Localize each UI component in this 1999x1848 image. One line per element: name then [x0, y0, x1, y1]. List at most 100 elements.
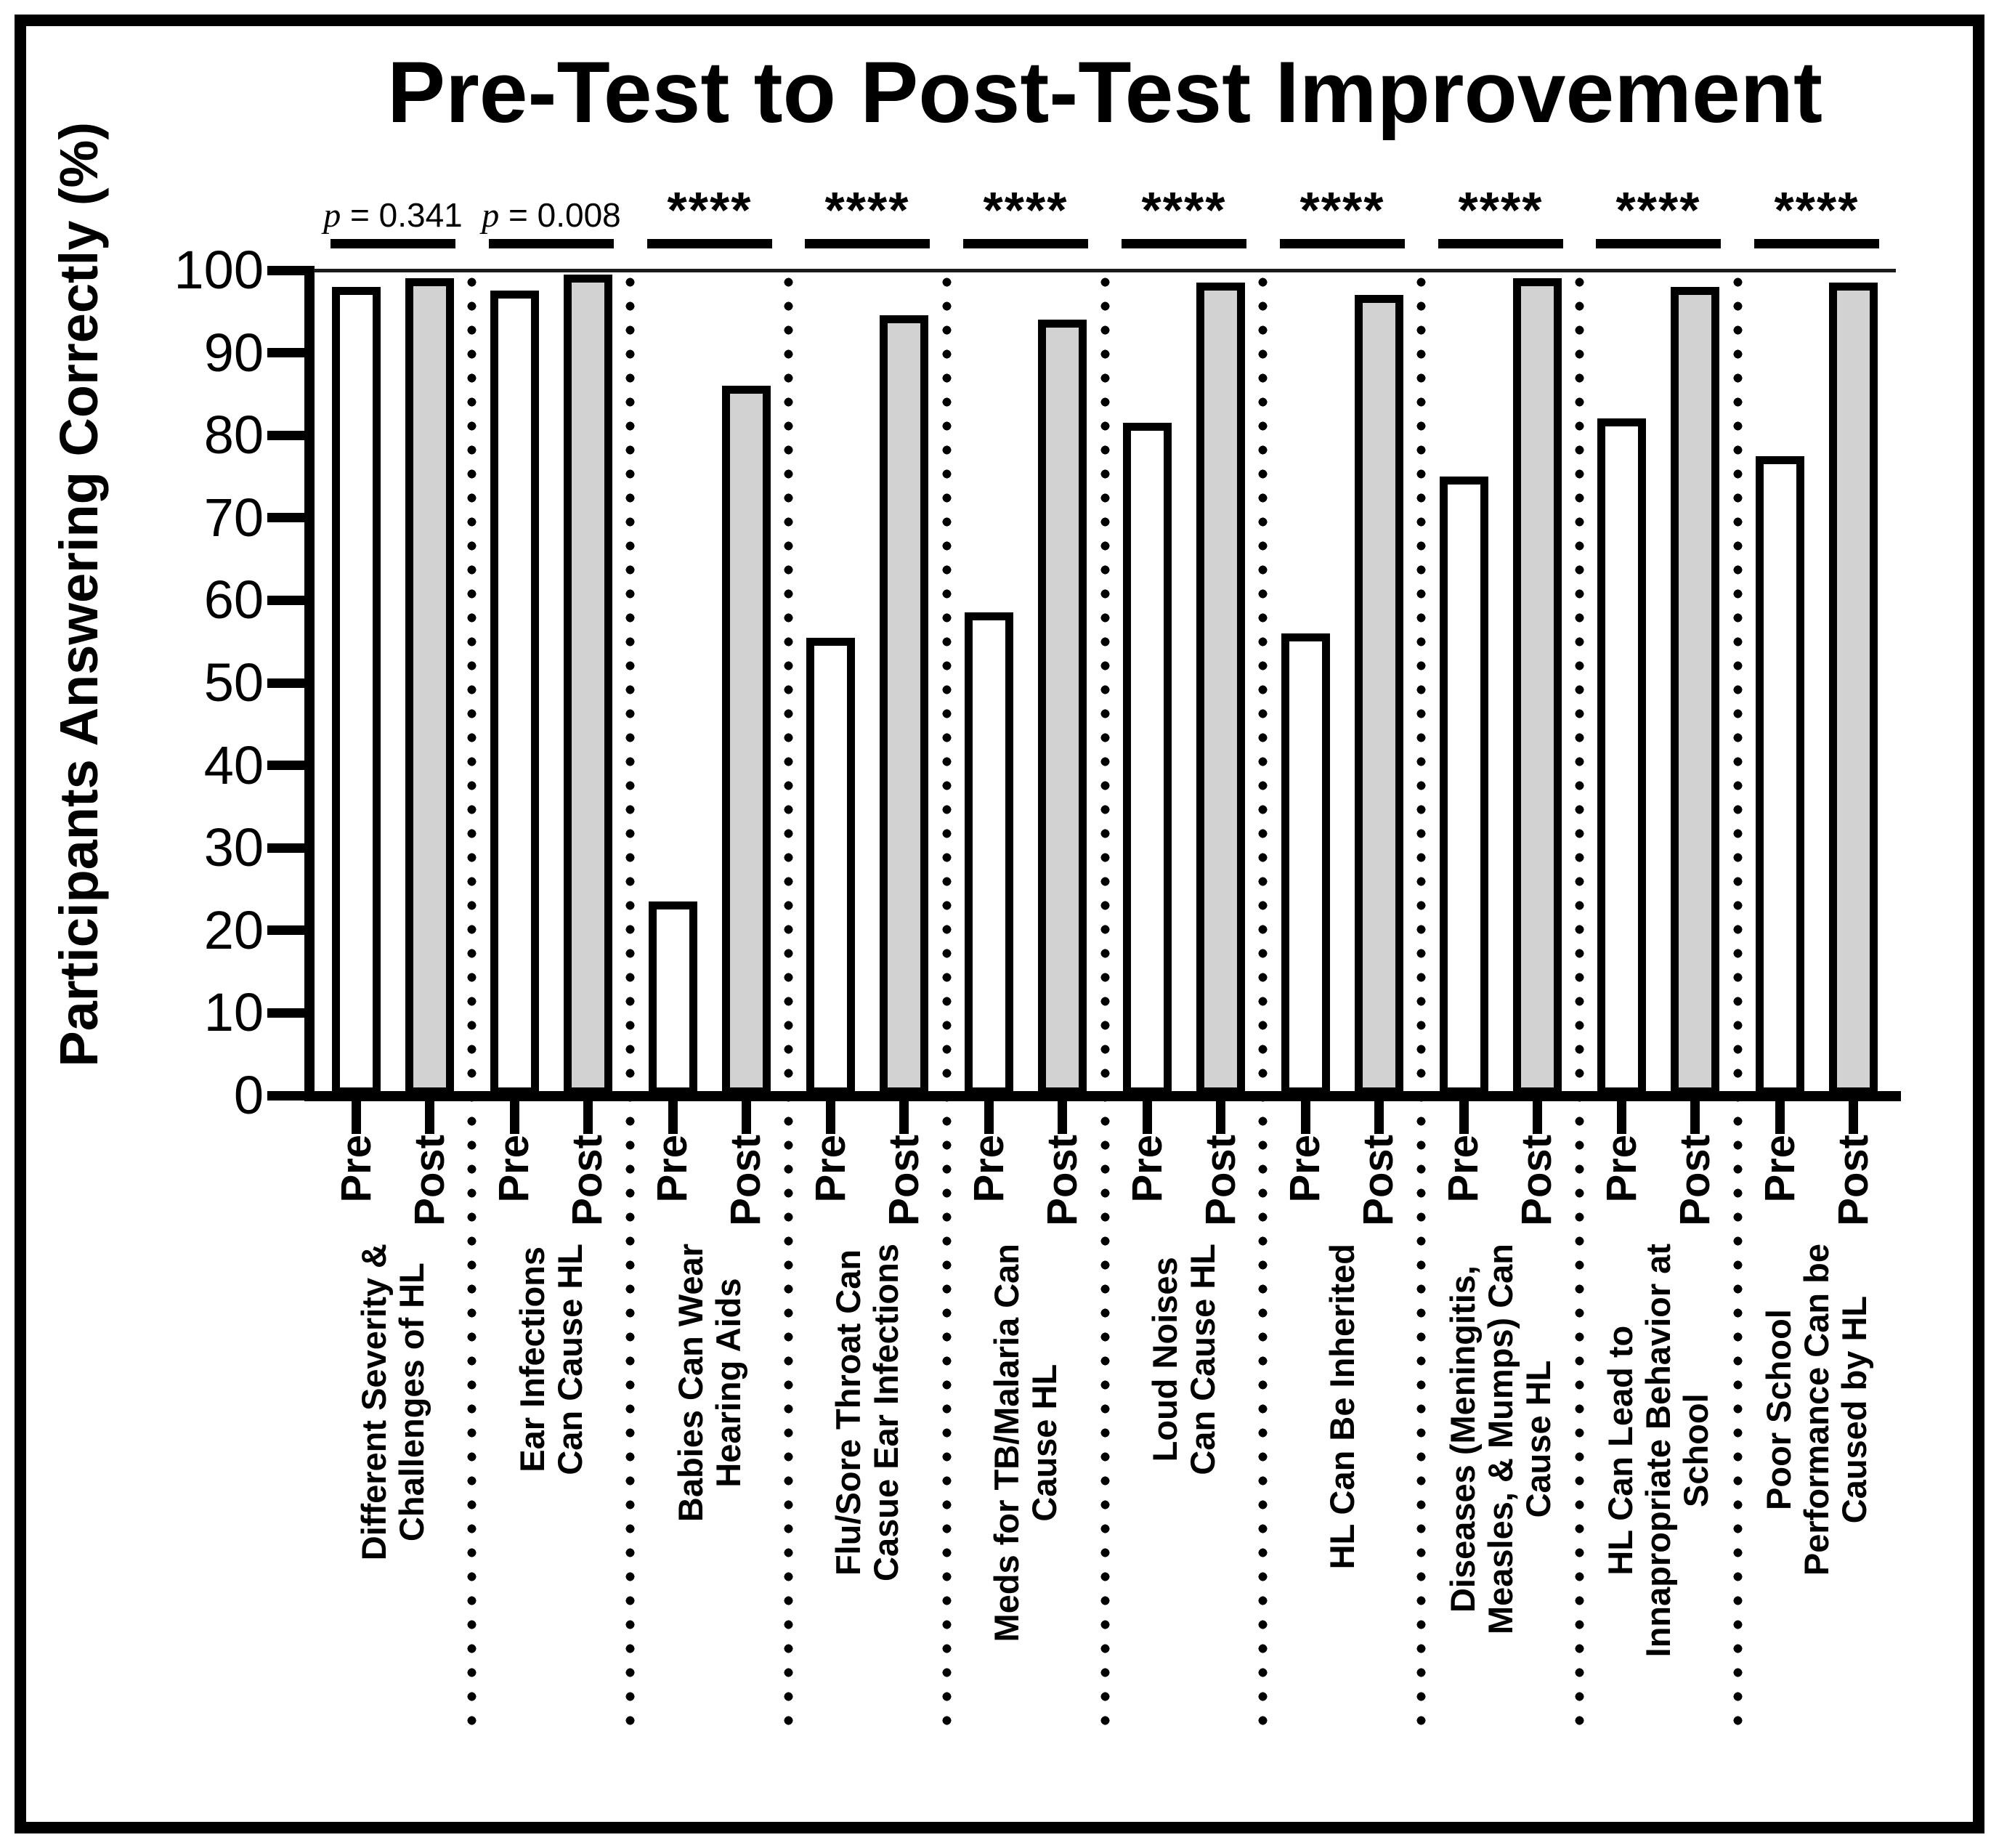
bar-pre-group10 — [1756, 456, 1804, 1095]
x-axis-tick — [352, 1100, 361, 1134]
bar-post-group6 — [1196, 283, 1245, 1095]
comparison-bar — [647, 239, 772, 248]
y-axis-tick-label: 60 — [203, 570, 264, 630]
bar-label-text: Pre — [333, 1135, 380, 1203]
significance-label: **** — [1615, 182, 1701, 238]
x-axis-tick — [1143, 1100, 1152, 1134]
y-axis-tick — [267, 1091, 314, 1101]
bar-post-group8 — [1513, 278, 1562, 1095]
bar-label-text: Pre — [1281, 1135, 1329, 1203]
y-axis-tick-label: 20 — [203, 900, 264, 960]
bar-label-text: Pre — [1756, 1135, 1804, 1203]
category-label-group3: Babies Can Wear Hearing Aids — [671, 1244, 755, 1752]
y-axis-tick-label: 30 — [203, 817, 264, 878]
significance-label: **** — [1458, 182, 1544, 238]
bar-pre-group6 — [1123, 423, 1172, 1095]
comparison-bar — [1596, 239, 1721, 248]
bar-label-text: Post — [1671, 1135, 1719, 1226]
x-axis-tick — [1301, 1100, 1310, 1134]
y-axis-tick — [267, 266, 314, 275]
y-axis-tick — [267, 843, 314, 853]
comparison-bar — [963, 239, 1088, 248]
comparison-bar — [1280, 239, 1405, 248]
y-axis-tick — [267, 925, 314, 935]
x-axis-tick — [899, 1100, 909, 1134]
bar-post-group9 — [1671, 287, 1719, 1095]
y-axis-tick — [267, 678, 314, 688]
x-axis-tick — [826, 1100, 835, 1134]
group-separator-dotted-line — [625, 270, 635, 1735]
bar-label-text: Post — [1830, 1135, 1877, 1226]
category-label-text: Different Severity & Challenges of HL — [354, 1244, 431, 1561]
group-separator-dotted-line — [942, 270, 952, 1735]
bar-post-group4 — [880, 315, 928, 1095]
group-separator-dotted-line — [467, 270, 477, 1735]
bar-pre-group9 — [1597, 418, 1646, 1095]
bar-post-group3 — [722, 386, 771, 1095]
category-label-group4: Flu/Sore Throat Can Casue Ear Infections — [829, 1244, 912, 1752]
category-label-text: Loud Noises Can Cause HL — [1146, 1244, 1222, 1475]
y-axis-tick-label: 100 — [174, 240, 264, 300]
x-axis-tick — [1533, 1100, 1542, 1134]
y-axis-tick — [267, 431, 314, 440]
y-axis-tick-label: 10 — [203, 982, 264, 1042]
y-axis-tick — [267, 348, 314, 357]
y-axis-tick-label: 0 — [233, 1065, 264, 1125]
bar-post-group1 — [405, 278, 454, 1095]
y-axis-tick-label: 70 — [203, 487, 264, 548]
bar-label-text: Pre — [490, 1135, 538, 1203]
significance-label: **** — [667, 182, 753, 238]
significance-label: **** — [1141, 182, 1227, 238]
group-separator-dotted-line — [1733, 270, 1743, 1735]
significance-label: **** — [983, 182, 1069, 238]
bar-pre-group4 — [806, 638, 855, 1095]
comparison-bar — [1122, 239, 1246, 248]
category-label-text: HL Can Be Inherited — [1323, 1244, 1361, 1570]
bar-pre-group2 — [490, 291, 539, 1095]
comparison-bar — [489, 239, 614, 248]
comparison-bar — [1754, 239, 1879, 248]
bar-label-text: Post — [564, 1135, 611, 1226]
category-label-group9: HL Can Lead to Innapropriate Behavior at… — [1601, 1244, 1722, 1752]
category-label-text: Poor School Performance Can be Caused by… — [1759, 1244, 1873, 1576]
x-axis-tick — [1374, 1100, 1384, 1134]
significance-label: p = 0.008 — [472, 174, 630, 235]
bar-pre-group5 — [965, 612, 1013, 1095]
x-axis-tick — [583, 1100, 593, 1134]
group-separator-dotted-line — [1100, 270, 1110, 1735]
bar-post-group7 — [1355, 295, 1403, 1095]
x-axis-tick — [1690, 1100, 1700, 1134]
category-label-text: HL Can Lead to Innapropriate Behavior at… — [1601, 1244, 1715, 1658]
figure-frame — [15, 15, 1984, 1833]
bar-label-text: Post — [722, 1135, 769, 1226]
x-axis-tick — [425, 1100, 434, 1134]
p-value-text: p = 0.008 — [482, 196, 621, 235]
bar-label-text: Pre — [649, 1135, 696, 1203]
category-label-group10: Poor School Performance Can be Caused by… — [1759, 1244, 1881, 1752]
x-axis-tick — [742, 1100, 751, 1134]
significance-label: **** — [1299, 182, 1385, 238]
bar-post-group10 — [1829, 283, 1878, 1095]
bar-label-text: Post — [880, 1135, 928, 1226]
bar-label-text: Pre — [807, 1135, 854, 1203]
category-label-group8: Diseases (Meningitis, Measles, & Mumps) … — [1443, 1244, 1565, 1752]
y-axis-tick-label: 80 — [203, 405, 264, 465]
bar-label-text: Post — [1355, 1135, 1402, 1226]
bar-label-text: Post — [1513, 1135, 1560, 1226]
category-label-group5: Meds for TB/Malaria Can Cause HL — [987, 1244, 1071, 1752]
bar-pre-group7 — [1281, 633, 1330, 1095]
x-axis-tick — [1216, 1100, 1225, 1134]
category-label-text: Meds for TB/Malaria Can Cause HL — [987, 1244, 1063, 1642]
x-axis-tick — [1617, 1100, 1626, 1134]
x-axis-tick — [1058, 1100, 1067, 1134]
y-axis-tick-label: 50 — [203, 652, 264, 713]
group-separator-dotted-line — [1575, 270, 1584, 1735]
group-separator-dotted-line — [1258, 270, 1268, 1735]
category-label-text: Diseases (Meningitis, Measles, & Mumps) … — [1443, 1244, 1557, 1635]
bar-post-group2 — [564, 275, 612, 1095]
bar-pre-group1 — [332, 287, 381, 1095]
category-label-text: Babies Can Wear Hearing Aids — [671, 1244, 747, 1523]
bar-label-text: Pre — [1598, 1135, 1645, 1203]
x-axis-tick — [510, 1100, 519, 1134]
